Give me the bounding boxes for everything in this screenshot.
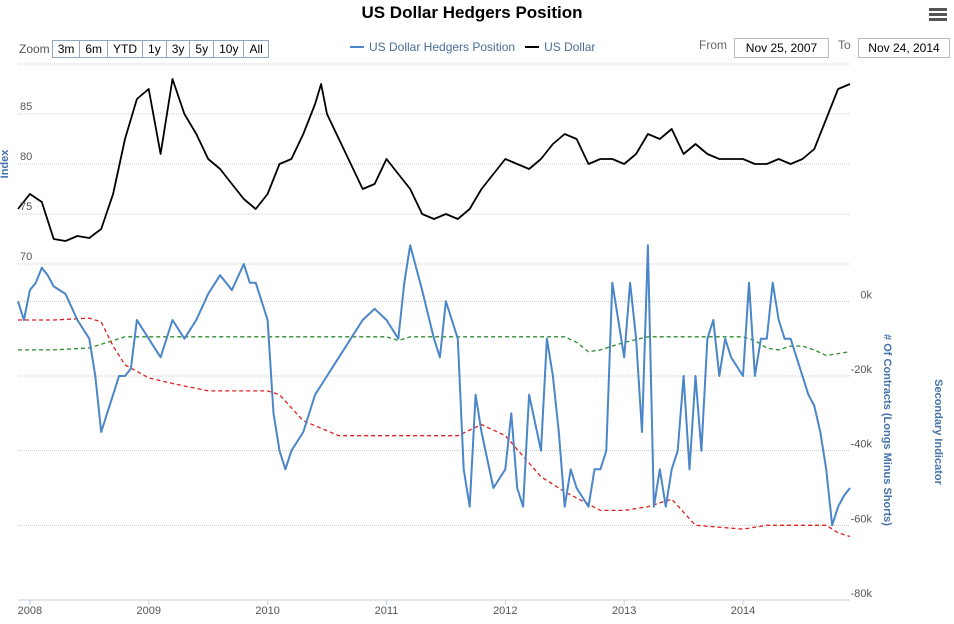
- legend-swatch-usd: [525, 46, 540, 48]
- x-tick-label: 2012: [493, 605, 517, 617]
- page-title: US Dollar Hedgers Position: [361, 3, 583, 22]
- chart-legend: US Dollar Hedgers Position US Dollar: [350, 40, 605, 54]
- zoom-all-button[interactable]: All: [243, 40, 269, 58]
- menu-icon[interactable]: [929, 8, 947, 22]
- x-tick-label: 2009: [137, 605, 161, 617]
- zoom-3m-button[interactable]: 3m: [51, 40, 81, 58]
- lower-tick-label: 0k: [860, 289, 872, 301]
- x-tick-label: 2014: [731, 605, 755, 617]
- x-tick-label: 2010: [255, 605, 279, 617]
- upper-tick-label: 75: [20, 201, 32, 213]
- zoom-10y-button[interactable]: 10y: [213, 40, 245, 58]
- legend-item-hedgers[interactable]: US Dollar Hedgers Position: [350, 40, 515, 54]
- lower-y-axis-title: # Of Contracts (Longs Minus Shorts): [881, 334, 893, 526]
- to-label: To: [838, 38, 851, 52]
- upper-y-axis-title: Index: [0, 149, 11, 179]
- zoom-ytd-button[interactable]: YTD: [107, 40, 144, 58]
- lower-tick-label: -40k: [851, 439, 873, 451]
- zoom-1y-button[interactable]: 1y: [142, 40, 167, 58]
- zoom-controls: Zoom 3m 6m YTD 1y 3y 5y 10y All: [19, 40, 269, 58]
- lower-tick-label: -20k: [851, 364, 873, 376]
- lower-tick-label: -80k: [851, 588, 873, 600]
- upper-tick-label: 85: [20, 101, 32, 113]
- zoom-5y-button[interactable]: 5y: [189, 40, 215, 58]
- zoom-label: Zoom: [19, 42, 50, 56]
- hedgers-series-line: [17, 244, 851, 527]
- x-tick-label: 2011: [375, 605, 399, 617]
- x-tick-label: 2008: [18, 605, 42, 617]
- legend-swatch-hedgers: [350, 46, 364, 48]
- usd-series-line: [17, 78, 851, 242]
- zoom-3y-button[interactable]: 3y: [165, 40, 191, 58]
- upper-tick-label: 70: [20, 251, 32, 263]
- legend-label-hedgers: US Dollar Hedgers Position: [369, 40, 516, 54]
- red-band-line: [18, 317, 851, 538]
- secondary-y-axis-title: Secondary Indicator: [932, 379, 944, 485]
- menu-bar: [929, 18, 947, 21]
- menu-bar: [929, 8, 947, 11]
- legend-item-usd[interactable]: US Dollar: [525, 40, 595, 54]
- upper-tick-label: 80: [20, 151, 32, 163]
- menu-bar: [929, 13, 947, 16]
- from-date-input[interactable]: Nov 25, 2007: [734, 38, 829, 58]
- to-date-input[interactable]: Nov 24, 2014: [858, 38, 950, 58]
- from-label: From: [699, 38, 727, 52]
- green-band-line: [18, 336, 851, 357]
- legend-label-usd: US Dollar: [544, 40, 596, 54]
- lower-tick-label: -60k: [851, 513, 873, 525]
- x-tick-label: 2013: [612, 605, 636, 617]
